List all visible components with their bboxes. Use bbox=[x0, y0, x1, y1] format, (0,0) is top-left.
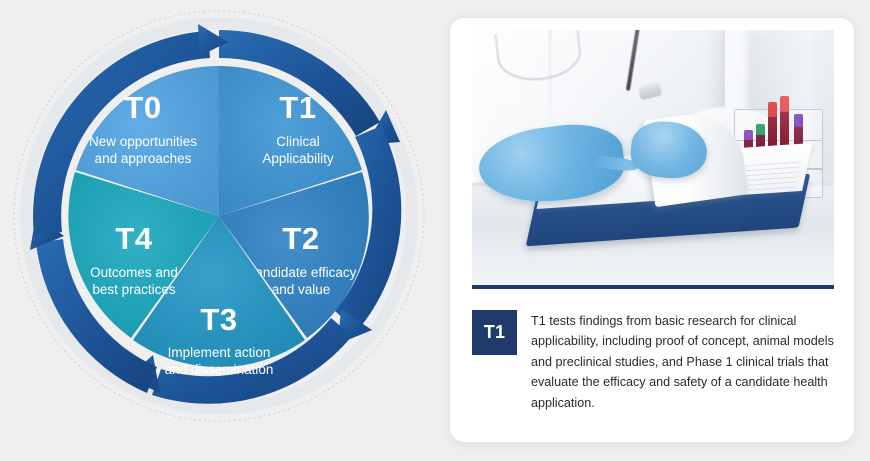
segment-line1-t2: Candidate efficacy bbox=[246, 265, 357, 280]
segment-code-t1: T1 bbox=[279, 90, 316, 125]
photo-frame bbox=[472, 30, 834, 289]
segment-line2-t3: and dissemination bbox=[165, 362, 274, 377]
segment-line2-t4: best practices bbox=[92, 282, 176, 297]
segment-line2-t2: and value bbox=[272, 282, 331, 297]
wheel-segments: T0 New opportunities and approaches T1 C… bbox=[68, 65, 369, 377]
caption-description: T1 tests findings from basic research fo… bbox=[531, 314, 834, 410]
stage-badge-t1: T1 bbox=[472, 310, 517, 355]
segment-code-t2: T2 bbox=[282, 221, 319, 256]
detail-card: T1 T1 tests findings from basic research… bbox=[450, 18, 854, 442]
detail-card-pane: T1 T1 tests findings from basic research… bbox=[440, 0, 870, 461]
segment-code-t3: T3 bbox=[200, 302, 237, 337]
wheel-segment-t1[interactable]: T1 Clinical Applicability bbox=[219, 65, 362, 216]
coat-fold bbox=[548, 30, 551, 130]
caption-block: T1 T1 tests findings from basic research… bbox=[472, 310, 834, 413]
guide-circles bbox=[13, 10, 425, 422]
segment-line1-t3: Implement action bbox=[168, 345, 271, 360]
wheel-segment-t3[interactable]: T3 Implement action and dissemination bbox=[133, 216, 305, 377]
segment-line1-t1: Clinical bbox=[276, 134, 320, 149]
wheel-segment-t0[interactable]: T0 New opportunities and approaches bbox=[76, 65, 219, 216]
segment-line2-t0: and approaches bbox=[95, 151, 192, 166]
cycle-arrow-ring bbox=[30, 24, 402, 404]
clinician-photo bbox=[472, 30, 834, 285]
segment-line1-t4: Outcomes and bbox=[90, 265, 178, 280]
segment-line2-t1: Applicability bbox=[262, 151, 334, 166]
wheel-svg: T0 New opportunities and approaches T1 C… bbox=[13, 10, 425, 422]
wheel-segment-t2[interactable]: T2 Candidate efficacy and value bbox=[219, 172, 369, 338]
segment-code-t4: T4 bbox=[115, 221, 152, 256]
wheel-segment-t4[interactable]: T4 Outcomes and best practices bbox=[68, 172, 220, 338]
translational-wheel-diagram: T0 New opportunities and approaches T1 C… bbox=[13, 10, 425, 422]
segment-code-t0: T0 bbox=[124, 90, 161, 125]
segment-line1-t0: New opportunities bbox=[89, 134, 197, 149]
